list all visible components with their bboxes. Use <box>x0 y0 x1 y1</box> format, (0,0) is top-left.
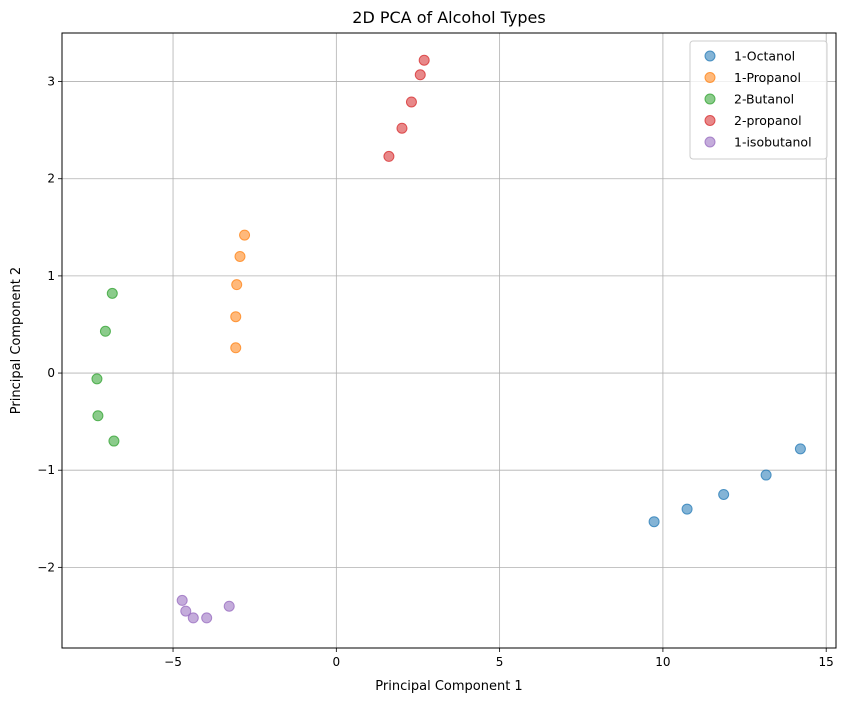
legend-label: 1-Octanol <box>734 49 795 64</box>
point-1-isobutanol <box>223 600 235 612</box>
y-tick-label: −2 <box>37 560 55 574</box>
point-1-propanol <box>234 250 246 262</box>
x-tick-label: 5 <box>496 655 504 669</box>
x-tick-label: −5 <box>164 655 182 669</box>
point-1-isobutanol <box>176 594 188 606</box>
point-2-butanol <box>91 373 103 385</box>
legend-label: 2-propanol <box>734 113 802 128</box>
legend-marker <box>704 50 716 62</box>
point-1-isobutanol <box>187 612 199 624</box>
point-1-isobutanol <box>201 612 213 624</box>
y-tick-label: −1 <box>37 463 55 477</box>
point-1-propanol <box>230 311 242 323</box>
axis-ticks: −5 0 5 10 15 −2 −1 0 1 2 3 <box>37 75 834 669</box>
point-1-octanol <box>794 443 806 455</box>
legend-marker <box>704 93 716 105</box>
x-tick-label: 0 <box>333 655 341 669</box>
y-tick-label: 1 <box>47 269 55 283</box>
legend-label: 2-Butanol <box>734 92 794 107</box>
point-2-propanol <box>414 69 426 81</box>
grid-lines <box>62 33 836 648</box>
point-1-octanol <box>648 516 660 528</box>
x-tick-label: 15 <box>819 655 834 669</box>
point-1-octanol <box>681 503 693 515</box>
point-1-propanol <box>231 279 243 291</box>
plot-frame <box>61 32 837 649</box>
point-2-butanol <box>99 325 111 337</box>
legend: 1-Octanol 1-Propanol 2-Butanol 2-propanol 1-… <box>689 40 828 160</box>
x-tick-label: 10 <box>655 655 670 669</box>
y-tick-label: 3 <box>47 75 55 89</box>
legend-label: 1-isobutanol <box>734 135 812 150</box>
x-axis-label: Principal Component 1 <box>375 679 522 694</box>
legend-marker <box>704 136 716 148</box>
point-1-propanol <box>230 342 242 354</box>
legend-marker <box>704 115 716 126</box>
point-1-octanol <box>718 488 730 500</box>
point-2-propanol <box>405 96 417 108</box>
legend-box <box>689 40 828 160</box>
y-tick-label: 0 <box>47 366 55 380</box>
scatter-points <box>91 54 806 624</box>
point-1-octanol <box>760 469 772 481</box>
point-2-butanol <box>106 287 118 299</box>
point-2-propanol <box>383 150 395 162</box>
legend-marker <box>704 72 716 83</box>
point-2-propanol <box>396 122 408 134</box>
point-1-isobutanol <box>180 605 192 617</box>
y-tick-label: 2 <box>47 172 55 186</box>
y-axis-label: Principal Component 2 <box>9 267 24 414</box>
legend-label: 1-Propanol <box>734 70 801 85</box>
point-2-propanol <box>418 54 430 66</box>
point-1-propanol <box>239 229 251 241</box>
chart-title: 2D PCA of Alcohol Types <box>352 8 545 27</box>
point-2-butanol <box>92 410 104 422</box>
point-2-butanol <box>108 435 120 447</box>
